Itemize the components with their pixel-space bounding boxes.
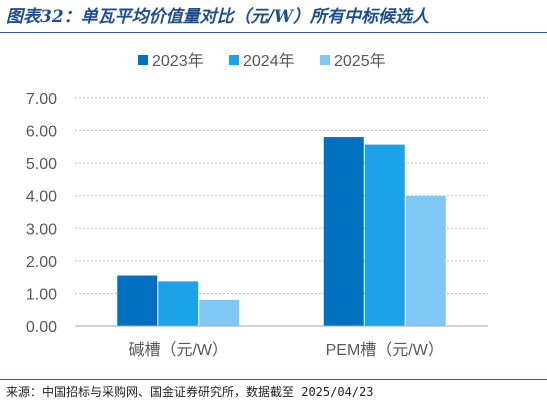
y-tick-label: 1.00 <box>26 286 57 303</box>
legend: 2023年 2024年 2025年 <box>138 52 386 70</box>
bar <box>158 281 199 326</box>
legend-swatch <box>229 55 239 65</box>
bar <box>199 299 240 326</box>
x-category-label: PEM槽（元/W） <box>326 341 444 359</box>
y-tick-label: 3.00 <box>26 221 57 238</box>
y-tick-label: 2.00 <box>26 254 57 271</box>
y-tick-label: 7.00 <box>26 91 57 108</box>
bar <box>117 275 158 326</box>
y-axis-ticks: 0.00 1.00 2.00 3.00 4.00 5.00 6.00 7.00 <box>26 91 57 336</box>
bar <box>323 137 364 326</box>
legend-label: 2025年 <box>334 52 386 70</box>
bar <box>405 196 446 326</box>
legend-swatch <box>320 55 330 65</box>
legend-swatch <box>138 55 148 65</box>
source-divider <box>0 379 547 380</box>
legend-label: 2023年 <box>152 52 204 70</box>
title-divider <box>0 32 547 33</box>
bar <box>364 144 405 326</box>
legend-label: 2024年 <box>243 52 295 70</box>
x-axis-categories: 碱槽（元/W） PEM槽（元/W） <box>128 341 443 359</box>
y-tick-label: 5.00 <box>26 156 57 173</box>
bar-chart: 0.00 1.00 2.00 3.00 4.00 5.00 6.00 7.00 碱槽（元/W）… <box>26 52 488 359</box>
y-tick-label: 6.00 <box>26 124 57 141</box>
bars <box>117 137 446 326</box>
x-category-label: 碱槽（元/W） <box>128 341 228 359</box>
y-tick-label: 0.00 <box>26 319 57 336</box>
figure-title: 图表32：单瓦平均价值量对比（元/W）所有中标候选人 <box>6 7 429 27</box>
y-tick-label: 4.00 <box>26 189 57 206</box>
source-note: 来源：中国招标与采购网、国金证券研究所，数据截至 2025/04/23 <box>6 385 374 399</box>
